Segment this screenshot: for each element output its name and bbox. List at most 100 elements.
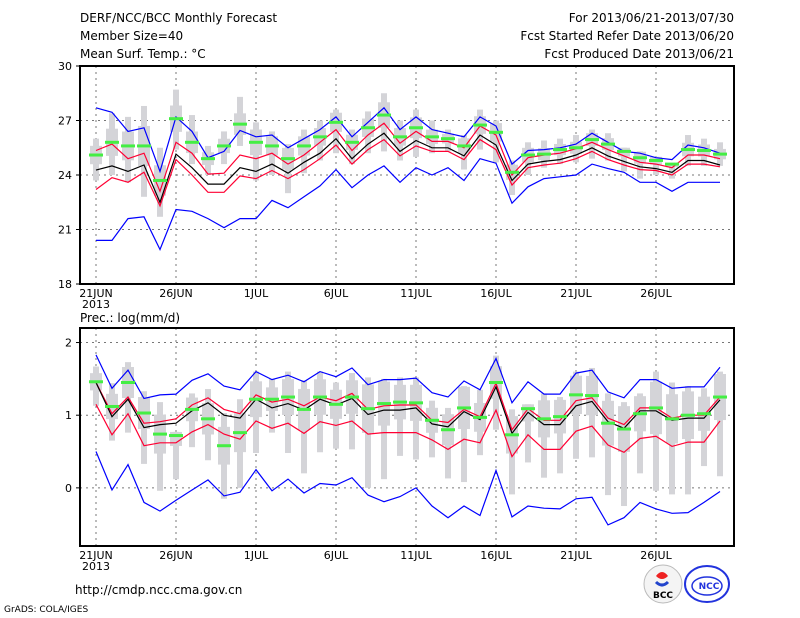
marker-point [617,427,631,431]
marker-point [601,142,615,146]
marker-point [553,415,567,419]
marker-point [393,400,407,404]
marker-point [649,158,663,162]
ensemble-whisker [717,371,723,477]
x-tick-label: 21JUL [560,287,592,300]
marker-point [585,394,599,398]
x-tick-label: 21JUL [560,549,592,562]
marker-point [537,417,551,421]
marker-point [201,157,215,161]
marker-point [569,393,583,397]
marker-point [313,395,327,399]
marker-point [329,120,343,124]
marker-point [185,407,199,411]
x-tick-label: 16JUL [480,287,512,300]
marker-point [521,153,535,157]
marker-point [617,149,631,153]
marker-point [137,411,151,415]
marker-point [377,113,391,117]
variable-label: Mean Surf. Temp.: °C [80,47,206,61]
marker-point [121,144,135,148]
marker-point [393,135,407,139]
ensemble-whisker [685,386,691,495]
series-lower-line [95,138,721,208]
x-tick-label: 26JUL [640,549,672,562]
ensemble-whisker [653,156,659,175]
marker-point [649,406,663,410]
marker-point [105,140,119,144]
marker-point [425,418,439,422]
x-tick-label: 26JUN [159,549,193,562]
marker-point [457,144,471,148]
marker-point [217,444,231,448]
marker-point [313,135,327,139]
series-min-line [95,451,721,526]
plot-frame [79,65,735,285]
marker-point [569,146,583,150]
x-tick-label: 16JUL [480,549,512,562]
marker-point [297,144,311,148]
marker-point [697,412,711,416]
marker-point [265,144,279,148]
marker-point [457,406,471,410]
marker-point [377,402,391,406]
x-tick-label: 11JUL [400,287,432,300]
marker-point [537,152,551,156]
precipitation-panel: 21JUN 26JUN 1JUL 6JUL 11JUL 16JUL 21JUL 26JUL20… [65,327,735,573]
marker-point [89,380,103,384]
ensemble-whisker [621,402,627,507]
grads-credit: GrADS: COLA/IGES [4,605,88,615]
marker-point [665,162,679,166]
marker-point [409,401,423,405]
y-tick-label: 30 [58,60,72,73]
marker-point [489,381,503,384]
ensemble-whisker [173,431,179,480]
bcc-logo: BCC [643,564,683,604]
marker-point [137,144,151,148]
marker-point [345,395,359,399]
marker-point [713,152,727,156]
marker-point [105,404,119,408]
y-tick-label: 2 [65,337,72,350]
marker-point [585,138,599,142]
ensemble-whisker [621,147,627,172]
forecast-period: For 2013/06/21-2013/07/30 [569,11,734,25]
x-tick-label: 26JUL [640,287,672,300]
marker-point [121,381,135,384]
marker-point [185,140,199,144]
x-tick-label: 1JUL [244,549,269,562]
marker-point [633,412,647,416]
marker-point [473,123,487,127]
source-url[interactable]: http://cmdp.ncc.cma.gov.cn [75,583,242,597]
marker-point [217,144,231,148]
marker-point [89,153,103,157]
y-tick-label: 27 [58,115,72,128]
y-tick-label: 18 [58,278,72,291]
marker-point [505,170,519,174]
ensemble-whisker [637,151,643,179]
series-min-line [96,158,720,251]
marker-point [281,395,295,399]
plot-frame [79,327,735,547]
marker-point [681,148,695,152]
marker-point [345,140,359,144]
marker-point [281,157,295,161]
x-tick-label: 6JUL [324,287,349,300]
precip-panel-title: Prec.: log(mm/d) [80,311,180,325]
marker-point [441,428,455,432]
series-mean-line [95,132,721,204]
marker-point [329,402,343,406]
marker-point [633,156,647,160]
x-tick-label: 26JUN [159,287,193,300]
y-tick-label: 1 [65,409,72,422]
marker-point [153,178,167,182]
marker-point [505,433,519,437]
ensemble-box [170,431,182,446]
temperature-panel: 21JUN 26JUN 1JUL 6JUL 11JUL 16JUL 21JUL 26JUL 20… [58,60,735,311]
series-max-line [95,106,721,174]
series-lower-line [95,404,721,458]
marker-point [249,397,263,401]
y-tick-label: 0 [65,482,72,495]
